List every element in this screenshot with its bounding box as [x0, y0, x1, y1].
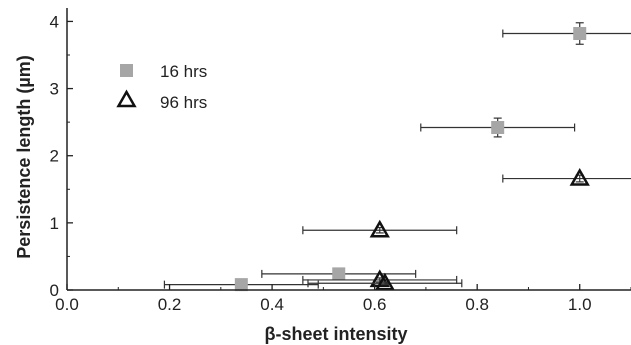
data-point-16hrs [234, 278, 248, 292]
y-tick-label: 1 [50, 214, 59, 233]
data-point-96hrs [369, 219, 390, 238]
x-tick-label: 1.0 [568, 295, 592, 314]
y-tick-label: 3 [50, 80, 59, 99]
y-axis-title: Persistence length (µm) [14, 55, 34, 258]
data-point-16hrs [332, 267, 346, 281]
axes: 0.0 0.2 0.4 0.6 0.8 1.0 0 1 2 3 4 [50, 8, 631, 314]
data-point-16hrs [491, 121, 505, 135]
legend-label-16hrs: 16 hrs [160, 62, 207, 81]
x-tick-label: 0.8 [465, 295, 489, 314]
y-tick-label: 4 [50, 12, 59, 31]
plot-area [163, 22, 631, 292]
legend: 16 hrs 96 hrs [116, 62, 207, 112]
data-point-16hrs [573, 27, 587, 41]
legend-marker-96hrs [116, 89, 137, 108]
x-tick-label: 0.4 [260, 295, 284, 314]
y-tick-label: 0 [50, 281, 59, 300]
x-tick-label: 0.6 [363, 295, 387, 314]
y-tick-label: 2 [50, 147, 59, 166]
x-tick-label: 0.0 [55, 295, 79, 314]
data-point-96hrs [569, 168, 590, 186]
x-tick-label: 0.2 [158, 295, 182, 314]
legend-marker-16hrs [120, 64, 133, 77]
legend-label-96hrs: 96 hrs [160, 93, 207, 112]
x-axis-title: β-sheet intensity [264, 324, 407, 344]
